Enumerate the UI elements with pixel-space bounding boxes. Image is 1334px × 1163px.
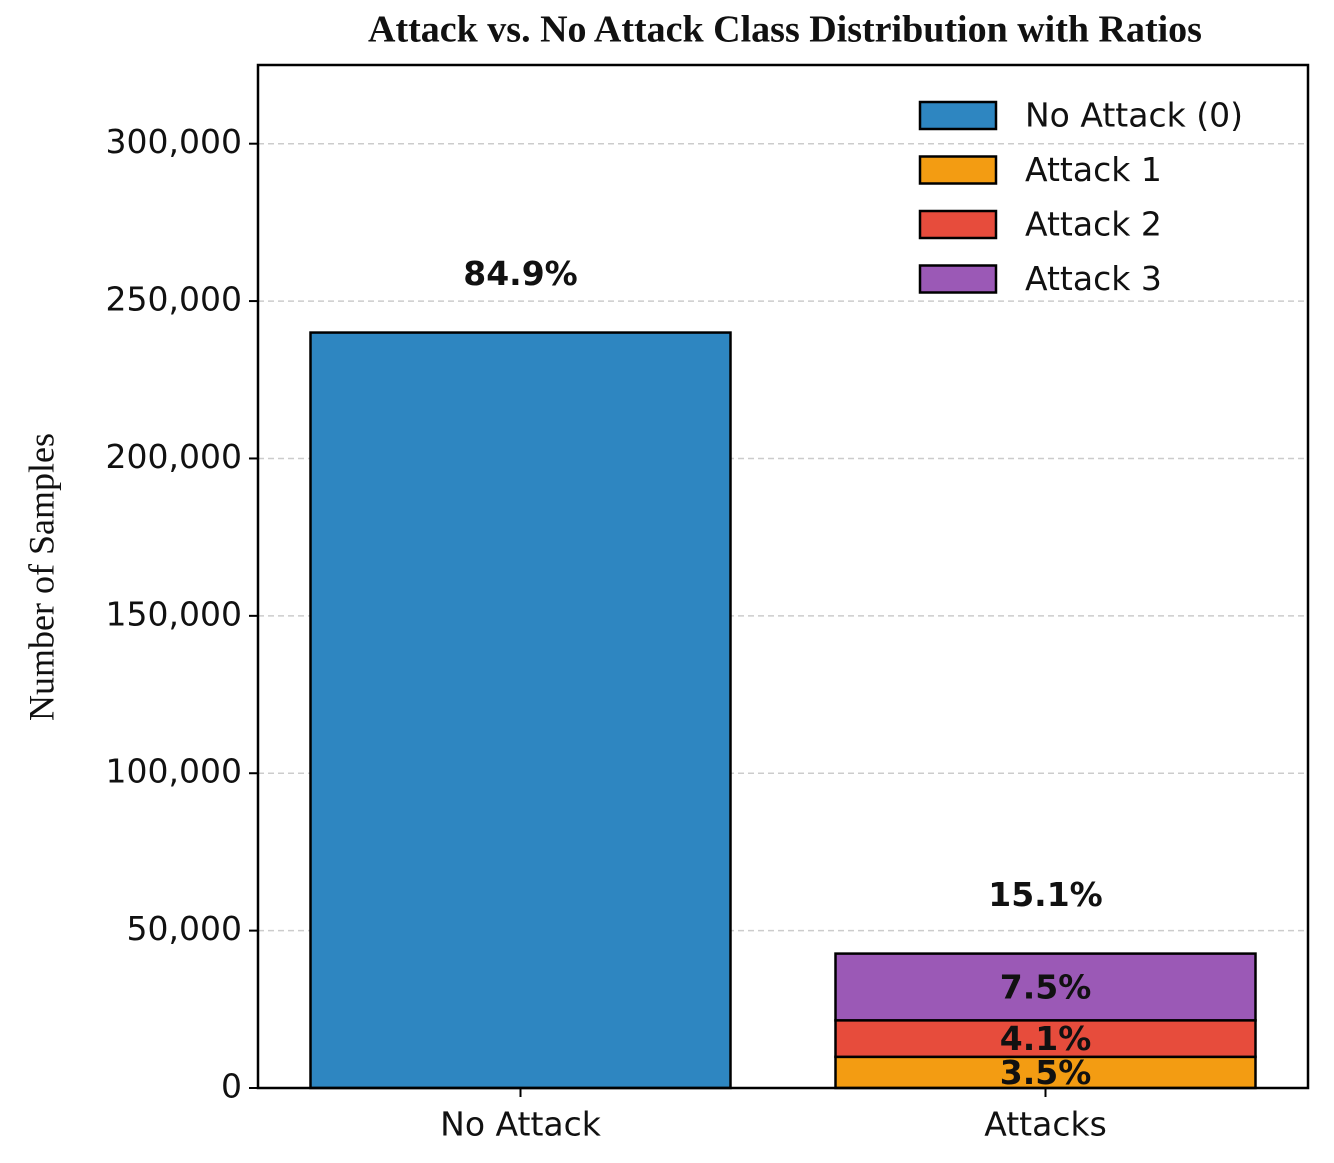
- legend-label: No Attack (0): [1025, 96, 1243, 135]
- y-tick-label: 300,000: [106, 122, 242, 161]
- segment-label: 4.1%: [1000, 1019, 1092, 1058]
- y-tick-label: 0: [221, 1067, 242, 1106]
- y-axis-label: Number of Samples: [21, 433, 61, 721]
- y-tick-label: 250,000: [106, 280, 242, 319]
- bar-segment: [834, 1055, 1257, 1090]
- x-tick-label: Attacks: [984, 1105, 1107, 1144]
- y-tick-label: 150,000: [106, 594, 242, 633]
- y-tick-label: 50,000: [127, 909, 242, 948]
- chart-title: Attack vs. No Attack Class Distribution …: [368, 9, 1202, 51]
- legend-swatch: [918, 155, 998, 185]
- legend-swatch: [918, 100, 998, 131]
- legend-label: Attack 3: [1025, 259, 1162, 298]
- legend-label: Attack 2: [1025, 205, 1162, 244]
- total-label: 84.9%: [463, 254, 578, 293]
- legend-swatch: [918, 264, 998, 294]
- segment-label: 3.5%: [1000, 1053, 1092, 1092]
- total-label: 15.1%: [988, 875, 1103, 914]
- segment-label: 7.5%: [1000, 967, 1092, 1006]
- legend-swatch: [918, 209, 998, 240]
- y-tick-label: 100,000: [106, 752, 242, 791]
- legend-label: Attack 1: [1025, 150, 1162, 189]
- bar-segment: [834, 952, 1257, 1022]
- bar-segment: [309, 331, 732, 1090]
- plot-frame: [256, 63, 1310, 1090]
- x-tick-label: No Attack: [440, 1105, 602, 1144]
- y-tick-label: 200,000: [106, 437, 242, 476]
